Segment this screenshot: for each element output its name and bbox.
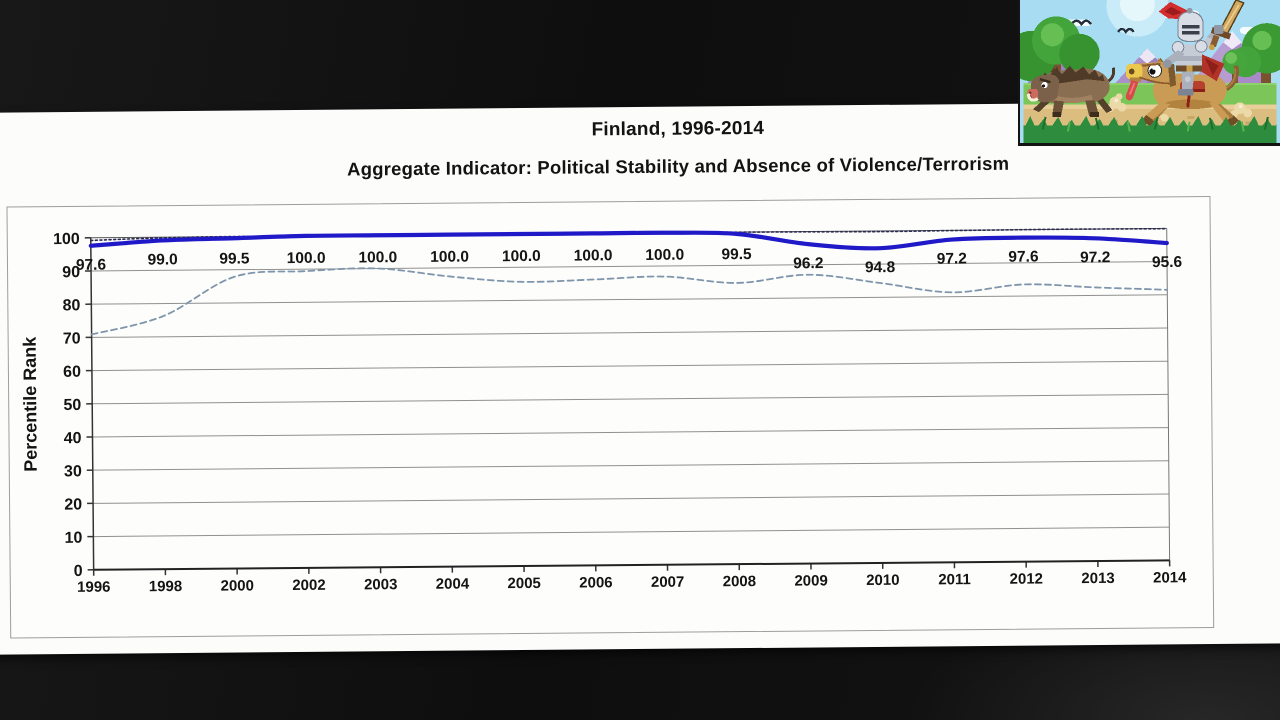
- y-tick-label: 0: [74, 563, 83, 580]
- data-label: 95.6: [1152, 254, 1183, 271]
- gridline: [91, 360, 1168, 372]
- x-tick-label: 1996: [77, 579, 111, 596]
- y-tick-label: 60: [63, 364, 81, 381]
- y-tick-label: 100: [53, 231, 80, 248]
- x-tick-label: 1998: [149, 578, 183, 595]
- data-label: 100.0: [358, 249, 397, 266]
- data-label: 100.0: [287, 250, 326, 267]
- x-tick-label: 2014: [1153, 569, 1187, 586]
- game-overlay-video: [1018, 0, 1280, 146]
- series-line-lower-band-line: [90, 267, 1169, 336]
- y-axis: [90, 237, 95, 570]
- knight-sprite: [1158, 0, 1245, 96]
- x-tick-label: 2003: [364, 576, 398, 593]
- x-tick-label: 2007: [651, 574, 685, 591]
- y-tick-label: 10: [65, 530, 83, 547]
- y-tick-label: 40: [64, 430, 82, 447]
- data-label: 94.8: [865, 259, 896, 276]
- data-label: 97.6: [1008, 248, 1039, 265]
- x-tick-label: 2006: [579, 574, 613, 591]
- x-tick-label: 2004: [436, 575, 470, 592]
- x-tick-label: 2012: [1010, 570, 1044, 587]
- slide: Finland, 1996-2014 Aggregate Indicator: …: [0, 101, 1280, 655]
- x-tick-label: 2008: [723, 573, 757, 590]
- gridline: [91, 261, 1168, 272]
- data-label: 99.0: [148, 251, 178, 268]
- tree-icon: [1020, 16, 1280, 89]
- data-label: 99.5: [721, 246, 752, 263]
- x-tick-label: 2009: [794, 572, 828, 589]
- data-label: 97.2: [1080, 249, 1110, 266]
- x-tick-label: 2000: [221, 577, 255, 594]
- data-label: 100.0: [502, 248, 541, 265]
- bird-icon: [1070, 19, 1135, 35]
- gridline: [92, 393, 1169, 405]
- data-label: 96.2: [793, 255, 823, 272]
- gridline: [91, 327, 1168, 338]
- data-label: 97.2: [937, 250, 967, 267]
- x-tick-label: 2002: [292, 577, 326, 594]
- gridline: [92, 460, 1169, 471]
- data-label: 100.0: [430, 248, 469, 265]
- gridline: [93, 526, 1170, 538]
- pixel-art-scene: [1020, 0, 1280, 143]
- plot-frame-right: [1166, 228, 1171, 561]
- x-tick-label: 2005: [507, 575, 541, 592]
- y-axis-title: Percentile Rank: [20, 336, 41, 472]
- x-tick-label: 2013: [1081, 570, 1115, 587]
- data-label: 99.5: [219, 250, 250, 267]
- y-tick-label: 70: [63, 330, 81, 347]
- y-tick-label: 80: [62, 297, 80, 314]
- x-tick-label: 2011: [938, 571, 971, 588]
- y-tick-label: 20: [64, 496, 82, 513]
- chart-frame: 0 10 20 30 40 50 60 70 80 90 100 1996 1998 2000 2002 20…: [6, 196, 1215, 639]
- x-axis: [93, 559, 1170, 571]
- gridline: [93, 493, 1170, 504]
- data-label: 100.0: [574, 247, 613, 264]
- series-line-percentile-rank: [88, 230, 1169, 251]
- gridline: [92, 427, 1169, 438]
- x-tick-label: 2010: [866, 572, 900, 589]
- y-tick-label: 50: [63, 397, 81, 414]
- page-subtitle: Aggregate Indicator: Political Stability…: [347, 152, 1010, 180]
- line-chart: 0 10 20 30 40 50 60 70 80 90 100 1996 1998 2000 2002 20…: [20, 227, 1187, 596]
- data-label: 100.0: [645, 247, 684, 264]
- y-tick-label: 90: [62, 264, 80, 281]
- data-label: 97.6: [76, 257, 107, 274]
- gridline: [91, 294, 1168, 305]
- boar-sprite: [1026, 65, 1116, 117]
- y-tick-label: 30: [64, 463, 82, 480]
